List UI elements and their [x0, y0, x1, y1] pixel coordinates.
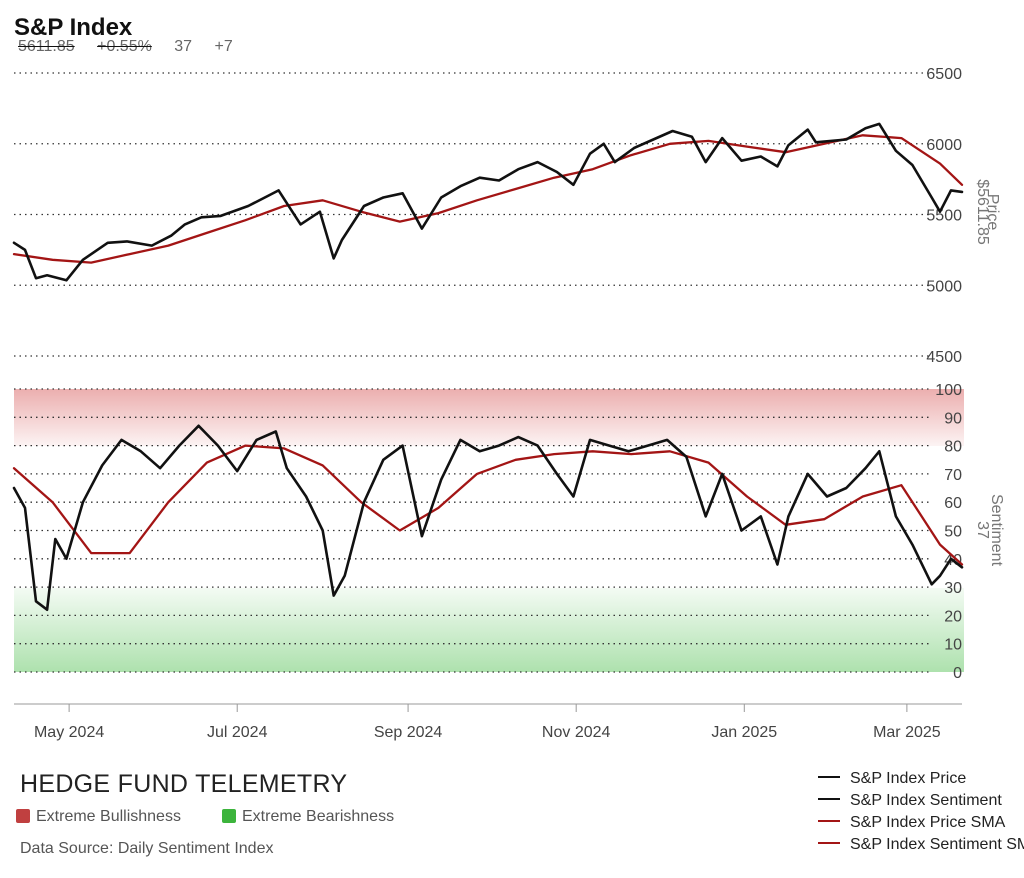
x-tick-label: May 2024: [34, 724, 104, 741]
legend-swatch: [818, 842, 840, 844]
extreme-bear-label: Extreme Bearishness: [242, 808, 395, 825]
data-source: Data Source: Daily Sentiment Index: [20, 840, 274, 857]
sentiment-axis-label: Sentiment: [988, 494, 1005, 567]
x-tick-label: Nov 2024: [542, 724, 611, 741]
brand-name: HEDGE FUND TELEMETRY: [20, 770, 348, 798]
extreme-bull-key: Extreme Bullishness: [16, 808, 181, 826]
legend-label: S&P Index Price SMA: [850, 814, 1006, 831]
x-axis: May 2024 Jul 2024 Sep 2024 Nov 2024 Jan 2025…: [14, 703, 962, 741]
price-axis-value: $5611.85: [974, 179, 991, 245]
header-price: 5611.85: [18, 38, 75, 55]
s-p-index-price-sma-line: [12, 134, 964, 264]
header-sentiment: 37: [174, 38, 193, 55]
extreme-bearish-zone: [14, 588, 964, 672]
price-tick-label: 5500: [926, 208, 962, 225]
x-tick-label: Jul 2024: [207, 724, 268, 741]
legend-swatch: [818, 776, 840, 778]
series-lines: [12, 122, 964, 612]
legend-label: S&P Index Sentiment SMA: [850, 836, 1024, 853]
legend-item[interactable]: S&P Index Sentiment SMA: [818, 836, 1024, 858]
legend-item[interactable]: S&P Index Sentiment: [818, 792, 1024, 814]
sentiment-tick-label: 90: [944, 410, 962, 427]
sentiment-tick-label: 100: [935, 382, 962, 399]
bear-swatch: [222, 809, 236, 823]
price-axis-label: Price: [984, 194, 1001, 231]
sentiment-tick-label: 30: [944, 580, 962, 597]
grid: 4500500055006000650001020304050607080901…: [14, 66, 962, 682]
legend-swatch: [818, 798, 840, 800]
chart-canvas: 4500500055006000650001020304050607080901…: [12, 66, 1005, 741]
legend-item[interactable]: S&P Index Price SMA: [818, 814, 1024, 836]
s-p-index-sentiment-sma-line: [12, 444, 964, 566]
header-stats: 5611.85 +0.55% 37 +7: [18, 38, 251, 56]
legend: S&P Index Price S&P Index Sentiment S&P …: [818, 770, 1024, 858]
legend-item[interactable]: S&P Index Price: [818, 770, 1024, 792]
sentiment-tick-label: 60: [944, 495, 962, 512]
x-tick-label: Jan 2025: [711, 724, 777, 741]
s-p-index-price-line: [12, 122, 964, 282]
price-tick-label: 5000: [926, 278, 962, 295]
bull-swatch: [16, 809, 30, 823]
x-tick-label: Mar 2025: [873, 724, 941, 741]
header-sentiment-change: +7: [214, 38, 233, 55]
header-change-pct: +0.55%: [97, 38, 152, 55]
s-p-index-sentiment-line: [12, 424, 964, 612]
legend-label: S&P Index Price: [850, 770, 967, 787]
price-tick-label: 6000: [926, 137, 962, 154]
x-tick-label: Sep 2024: [374, 724, 443, 741]
extreme-bullish-zone: [14, 389, 964, 446]
sentiment-tick-label: 70: [944, 467, 962, 484]
sentiment-tick-label: 50: [944, 524, 962, 541]
extreme-bull-label: Extreme Bullishness: [36, 808, 181, 825]
legend-label: S&P Index Sentiment: [850, 792, 1002, 809]
price-tick-label: 6500: [926, 66, 962, 83]
sentiment-tick-label: 10: [944, 637, 962, 654]
sentiment-tick-label: 80: [944, 439, 962, 456]
price-tick-label: 4500: [926, 349, 962, 366]
legend-swatch: [818, 820, 840, 822]
sentiment-tick-label: 0: [953, 665, 962, 682]
extreme-bear-key: Extreme Bearishness: [222, 808, 394, 826]
sentiment-tick-label: 20: [944, 608, 962, 625]
sentiment-axis-value: 37: [974, 521, 991, 539]
chart-title: S&P Index: [14, 14, 133, 41]
